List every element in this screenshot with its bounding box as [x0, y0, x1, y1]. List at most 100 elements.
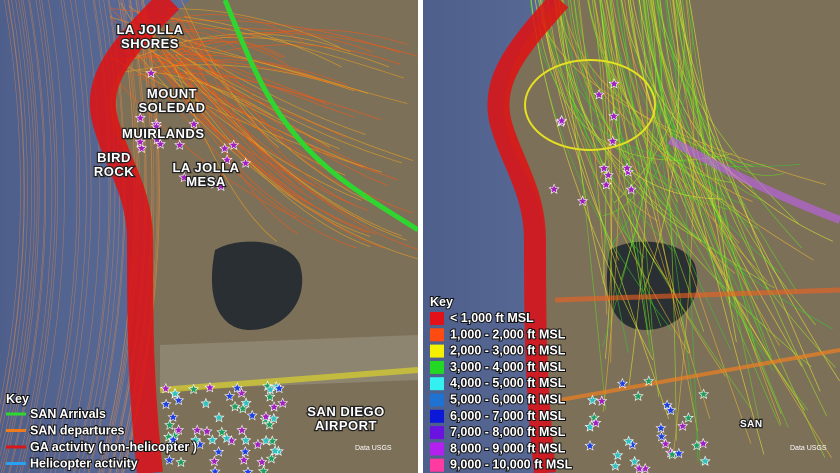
- marker: [612, 449, 624, 460]
- track: [624, 0, 699, 432]
- marker: [265, 452, 277, 464]
- track: [0, 0, 28, 440]
- track: [168, 16, 413, 214]
- legend-label: 9,000 - 10,000 ft MSL: [450, 458, 573, 472]
- track: [632, 0, 703, 206]
- track: [126, 36, 369, 94]
- legend-label: SAN Arrivals: [30, 407, 106, 421]
- track: [166, 69, 346, 138]
- track: [613, 0, 685, 204]
- track: [175, 54, 407, 241]
- arrival-track: [222, 0, 418, 233]
- marker: [655, 422, 667, 433]
- marker: [252, 438, 264, 450]
- marker: [134, 136, 146, 147]
- marker: [691, 439, 703, 451]
- track: [534, 0, 733, 161]
- marker: [673, 447, 685, 459]
- track: [148, 27, 418, 57]
- legend-label: < 1,000 ft MSL: [450, 311, 534, 325]
- marker: [621, 162, 633, 173]
- marker: [221, 432, 233, 444]
- track: [559, 0, 833, 330]
- marker: [167, 411, 179, 422]
- marker: [268, 401, 280, 412]
- track: [652, 0, 677, 441]
- marker: [213, 411, 225, 423]
- track: [0, 0, 36, 470]
- track: [145, 41, 287, 187]
- marker: [590, 417, 602, 428]
- marker: [188, 118, 200, 129]
- track: [542, 0, 674, 252]
- orbit-track: [524, 59, 656, 151]
- track: [615, 0, 781, 274]
- legend-swatch: [430, 312, 444, 325]
- marker: [240, 434, 252, 446]
- track: [647, 0, 826, 458]
- place-label: BIRD ROCK: [94, 150, 134, 179]
- marker: [608, 78, 620, 89]
- track: [165, 16, 404, 79]
- marker: [191, 424, 203, 435]
- track: [183, 16, 342, 68]
- marker: [263, 419, 275, 430]
- marker: [277, 397, 289, 408]
- track: [168, 19, 401, 54]
- track: [530, 0, 654, 360]
- marker: [548, 183, 560, 194]
- track: [627, 0, 702, 243]
- marker: [556, 115, 568, 126]
- track: [0, 0, 38, 473]
- track: [165, 7, 378, 172]
- marker: [269, 445, 281, 456]
- track: [637, 0, 774, 372]
- track: [21, 0, 58, 473]
- track: [0, 0, 32, 457]
- legend-label: 6,000 - 7,000 ft MSL: [450, 409, 566, 423]
- track: [111, 57, 383, 173]
- legend-label: 3,000 - 4,000 ft MSL: [450, 360, 566, 374]
- track: [599, 0, 632, 161]
- track: [599, 0, 675, 213]
- marker: [677, 420, 689, 431]
- marker: [173, 394, 185, 406]
- legend-label: 8,000 - 9,000 ft MSL: [450, 441, 566, 455]
- track: [606, 0, 655, 165]
- track: [620, 0, 653, 332]
- track: [669, 0, 755, 262]
- track: [174, 10, 355, 206]
- marker: [260, 434, 272, 446]
- marker: [699, 455, 711, 466]
- track: [605, 0, 691, 354]
- marker: [260, 411, 272, 422]
- marker: [588, 412, 600, 423]
- marker: [609, 460, 621, 471]
- track: [601, 0, 662, 348]
- marker: [616, 377, 628, 389]
- flight-tracks: [529, 0, 840, 466]
- place-label: LA JOLLA MESA: [172, 160, 239, 189]
- track: [28, 0, 65, 473]
- marker: [623, 435, 635, 447]
- marker: [633, 462, 645, 473]
- marker: [204, 381, 216, 393]
- track: [2, 0, 40, 473]
- marker: [221, 154, 233, 165]
- marker: [661, 399, 673, 410]
- marker: [215, 180, 227, 192]
- track: [682, 0, 761, 426]
- track: [112, 8, 282, 59]
- marker: [264, 383, 276, 395]
- track: [63, 0, 101, 473]
- legend-swatch: [430, 426, 444, 440]
- marker: [682, 412, 694, 423]
- track: [15, 0, 53, 473]
- marker: [224, 390, 236, 402]
- legend-swatch: [430, 344, 444, 358]
- track: [165, 40, 289, 67]
- track: [136, 18, 346, 176]
- marker: [154, 138, 166, 149]
- marker: [188, 383, 200, 395]
- marker: [160, 398, 172, 410]
